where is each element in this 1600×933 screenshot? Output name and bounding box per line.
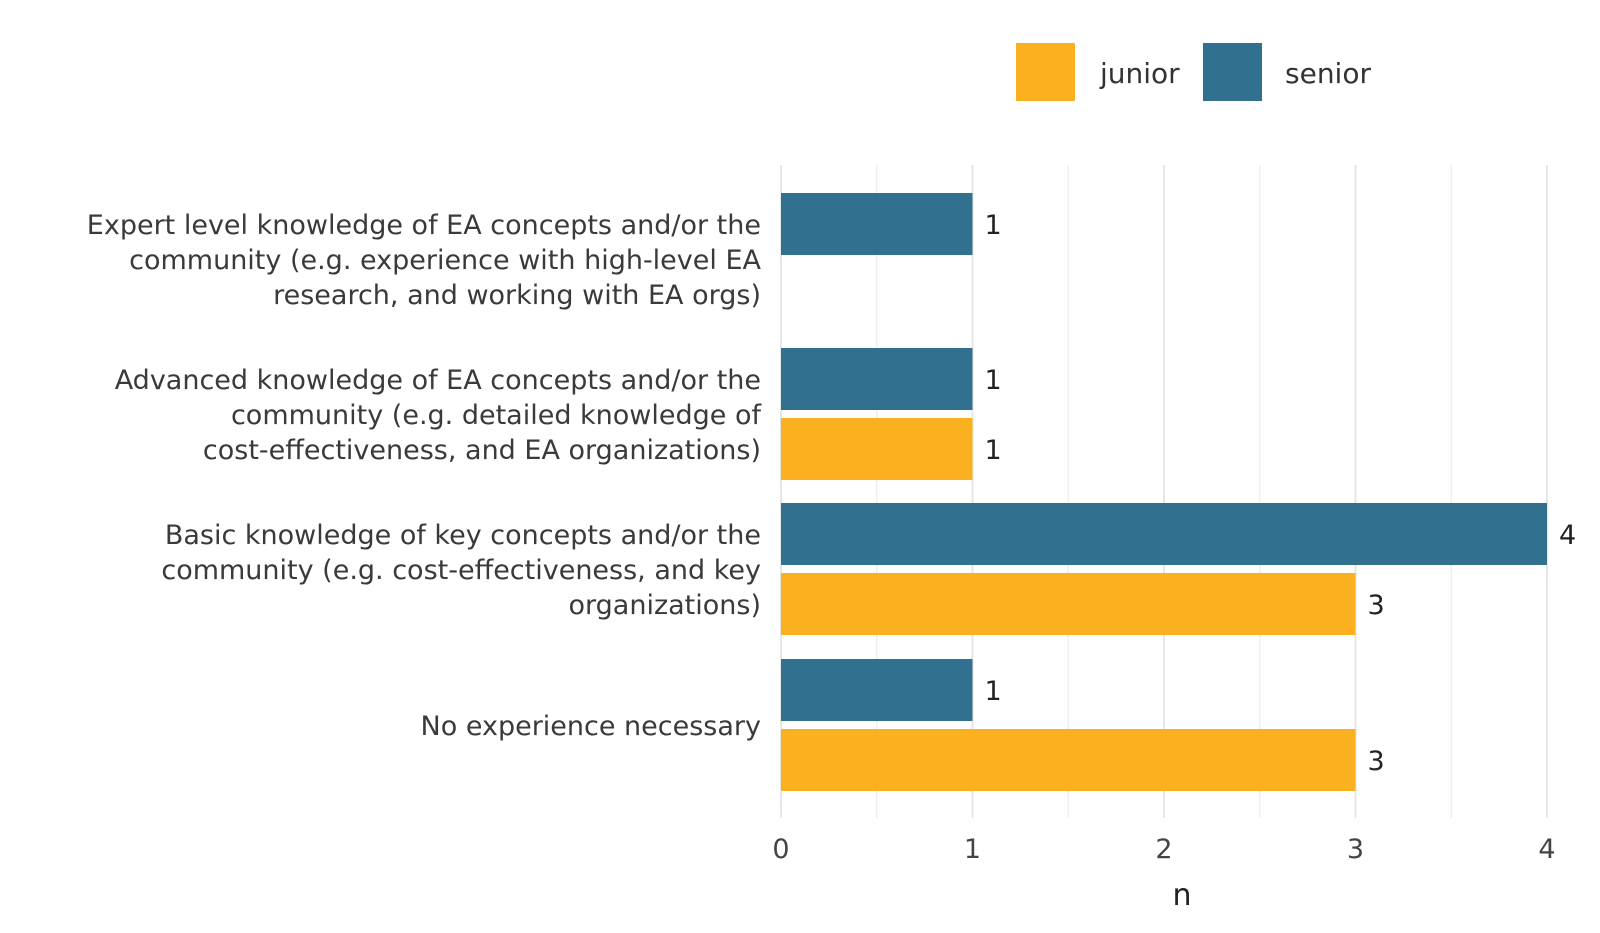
x-tick-label: 0 xyxy=(772,834,789,865)
data-label-senior: 1 xyxy=(985,365,1002,396)
legend-swatch-junior xyxy=(1016,43,1075,101)
x-tick-label: 1 xyxy=(964,834,981,865)
category-labels: Expert level knowledge of EA concepts an… xyxy=(87,210,763,742)
x-tick-label: 2 xyxy=(1155,834,1172,865)
category-label-line: No experience necessary xyxy=(421,711,761,742)
data-label-junior: 3 xyxy=(1368,746,1385,777)
bar-junior xyxy=(781,729,1356,791)
x-tick-label: 3 xyxy=(1347,834,1364,865)
data-label-junior: 3 xyxy=(1368,590,1385,621)
data-label-senior: 4 xyxy=(1559,520,1576,551)
data-label-senior: 1 xyxy=(985,676,1002,707)
category-label-line: Basic knowledge of key concepts and/or t… xyxy=(165,520,761,551)
data-label-junior: 1 xyxy=(985,435,1002,466)
data-labels: 1 1 1 4 3 1 3 xyxy=(985,210,1577,777)
category-label-line: Expert level knowledge of EA concepts an… xyxy=(87,210,761,241)
x-axis-title: n xyxy=(1172,878,1191,913)
bar-senior xyxy=(781,348,973,410)
data-label-senior: 1 xyxy=(985,210,1002,241)
category-label: Expert level knowledge of EA concepts an… xyxy=(87,210,762,311)
category-label-line: Advanced knowledge of EA concepts and/or… xyxy=(115,365,761,396)
x-axis-ticks: 0 1 2 3 4 xyxy=(772,834,1555,865)
bars xyxy=(781,193,1547,791)
category-label: Advanced knowledge of EA concepts and/or… xyxy=(115,365,763,466)
category-label-line: community (e.g. experience with high-lev… xyxy=(129,245,761,276)
category-label: Basic knowledge of key concepts and/or t… xyxy=(161,520,761,621)
bar-senior xyxy=(781,659,973,721)
grid-lines xyxy=(780,165,1548,818)
category-label-line: research, and working with EA orgs) xyxy=(273,280,761,311)
x-tick-label: 4 xyxy=(1538,834,1555,865)
bar-junior xyxy=(781,418,973,480)
legend-swatch-senior xyxy=(1203,43,1262,101)
category-label-line: community (e.g. detailed knowledge of xyxy=(231,400,763,431)
category-label-line: organizations) xyxy=(569,590,761,621)
legend: junior senior xyxy=(1016,43,1371,101)
bar-senior xyxy=(781,193,973,255)
bar-senior xyxy=(781,503,1547,565)
legend-label-junior: junior xyxy=(1099,57,1180,90)
category-label: No experience necessary xyxy=(421,711,761,742)
category-label-line: community (e.g. cost-effectiveness, and … xyxy=(161,555,761,586)
legend-label-senior: senior xyxy=(1285,57,1371,90)
bar-junior xyxy=(781,573,1356,635)
category-label-line: cost-effectiveness, and EA organizations… xyxy=(203,435,761,466)
